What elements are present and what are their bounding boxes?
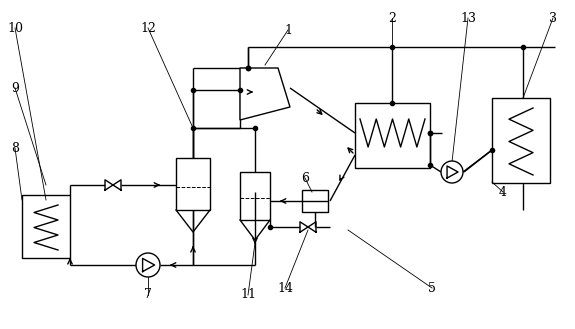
- Text: 7: 7: [144, 289, 152, 301]
- Text: 2: 2: [388, 12, 396, 24]
- Text: 13: 13: [460, 12, 476, 24]
- Bar: [176, 158, 210, 210]
- Text: 4: 4: [499, 186, 507, 198]
- Text: 12: 12: [140, 21, 156, 35]
- Text: 9: 9: [11, 82, 19, 94]
- Bar: [302, 190, 328, 212]
- Text: 5: 5: [428, 282, 436, 294]
- Text: 10: 10: [7, 21, 23, 35]
- Circle shape: [136, 253, 160, 277]
- Bar: [492, 98, 550, 183]
- Bar: [22, 195, 70, 258]
- Text: 11: 11: [240, 289, 256, 301]
- Text: 6: 6: [301, 171, 309, 185]
- Text: 14: 14: [277, 282, 293, 294]
- Bar: [240, 172, 270, 220]
- Polygon shape: [240, 68, 290, 120]
- Circle shape: [441, 161, 463, 183]
- Text: 8: 8: [11, 141, 19, 155]
- Bar: [355, 103, 430, 168]
- Text: 3: 3: [549, 12, 557, 24]
- Text: 1: 1: [284, 23, 292, 37]
